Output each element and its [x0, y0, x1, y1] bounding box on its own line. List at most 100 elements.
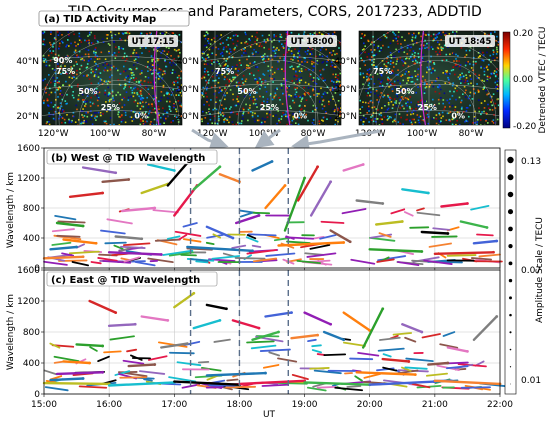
data-track [251, 330, 280, 341]
data-track [401, 323, 423, 334]
data-track [120, 206, 156, 213]
data-track [192, 165, 222, 191]
background-track [226, 378, 239, 382]
data-track [205, 371, 267, 377]
data-track [166, 161, 189, 187]
background-track [182, 222, 198, 228]
data-track [173, 380, 241, 386]
background-track [247, 233, 277, 237]
y-tick-label: 800 [23, 328, 40, 338]
background-track [106, 218, 133, 225]
background-track [205, 241, 215, 245]
data-track-point [159, 253, 163, 256]
data-track [433, 379, 502, 386]
background-track [162, 249, 194, 256]
data-track-point [381, 307, 385, 311]
data-track [446, 346, 469, 353]
activity-map: UT 17:15 90% 75% 50% 25% 0% [41, 30, 183, 126]
background-track [195, 260, 209, 264]
activity-map: UT 18:45 75% 50% 25% 0% [358, 30, 500, 126]
colorbar-tick-bottom: -0.20 [513, 122, 537, 132]
data-track [75, 343, 104, 348]
data-track [251, 160, 274, 172]
background-track [439, 343, 459, 349]
data-track [381, 357, 410, 363]
background-track [176, 361, 202, 367]
data-track [375, 220, 404, 226]
background-track [97, 355, 110, 363]
panel-label-text: (c) East @ TID Wavelength [51, 275, 200, 286]
background-track [57, 220, 86, 224]
data-track [427, 361, 450, 366]
background-track [379, 336, 401, 341]
x-tick-label: 18:00 [226, 400, 252, 410]
background-track [286, 240, 311, 244]
data-track [55, 221, 85, 228]
background-track [54, 214, 77, 221]
data-track-point [257, 326, 261, 330]
map-graticule [42, 31, 182, 125]
background-track [397, 261, 420, 267]
data-track [368, 380, 437, 386]
background-track [377, 347, 405, 352]
data-track-point [225, 307, 228, 311]
background-track [114, 370, 131, 376]
background-track [97, 257, 118, 262]
background-track [154, 238, 181, 242]
x-axis-label: UT [263, 410, 276, 420]
background-track [43, 369, 58, 376]
panel-label: (b) West @ TID Wavelength [46, 149, 218, 165]
x-tick-label: 17:00 [161, 400, 187, 410]
background-track [334, 386, 364, 392]
background-track [382, 353, 392, 358]
background-track [180, 253, 197, 257]
background-track [268, 351, 281, 357]
background-track [423, 259, 453, 265]
amplitude-dot [508, 278, 513, 283]
map-percent-label: 50% [237, 87, 256, 96]
data-track [303, 381, 371, 386]
colorbar-tick-mid: 0.00 [513, 75, 533, 85]
data-track [401, 188, 430, 195]
data-track-point [426, 191, 430, 195]
data-track-point [316, 165, 319, 169]
background-track [403, 211, 414, 217]
data-track [192, 319, 222, 330]
lat-tick-label: 30°N [334, 85, 357, 95]
data-track-point [101, 370, 105, 374]
data-track-point [140, 237, 144, 241]
y-tick-label: 1200 [17, 297, 40, 307]
data-track [68, 191, 104, 199]
data-track-point [361, 163, 365, 166]
lon-tick-label: 120°W [38, 129, 69, 139]
background-track [213, 338, 231, 343]
background-track [78, 385, 108, 389]
background-track [273, 237, 291, 242]
background-track [189, 258, 209, 262]
map-percent-label: 90% [53, 56, 72, 65]
amplitude-scale-label: Amplitude Scale / TECU [535, 217, 545, 323]
background-track [343, 341, 366, 347]
x-tick-label: 22:00 [487, 400, 513, 410]
map-time-label: UT 18:45 [449, 37, 492, 47]
background-track [421, 333, 441, 339]
map-percent-label: 0% [134, 111, 148, 120]
colorbar: 0.20 0.00 -0.20 Detrended VTEC / TECU [502, 27, 548, 134]
panel-label-text: (b) West @ TID Wavelength [51, 153, 205, 164]
data-track-point [446, 361, 450, 365]
background-track [319, 234, 337, 240]
lon-tick-label: 80°W [459, 129, 484, 139]
background-track [432, 227, 451, 231]
data-track-point [101, 344, 105, 348]
y-axis-label-c: Wavelength / km [6, 294, 16, 370]
data-track [140, 315, 170, 322]
data-track [329, 229, 352, 244]
data-track [342, 163, 365, 172]
map-terminator-line [284, 30, 291, 126]
lat-tick-label: 20°N [334, 112, 357, 122]
background-track [306, 252, 337, 258]
y-tick-label: 400 [23, 359, 40, 369]
x-tick-label: 15:00 [31, 400, 57, 410]
background-track [323, 353, 347, 357]
background-track [76, 243, 85, 249]
